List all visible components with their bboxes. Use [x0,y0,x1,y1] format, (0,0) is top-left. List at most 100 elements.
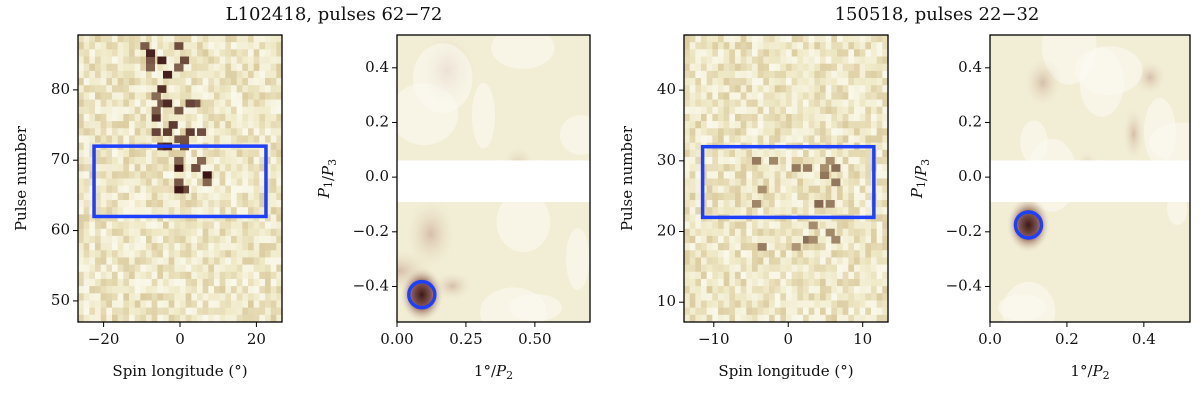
heatmap-cell [741,207,747,215]
heatmap-cell [265,42,271,50]
heatmap-cell [237,85,243,93]
heatmap-cell [724,229,730,237]
heatmap-cell [865,42,871,50]
spectrum-texture [1023,57,1063,109]
heatmap-cell [129,57,135,65]
spectrum-texture [560,115,602,155]
heatmap-cell [254,250,260,258]
heatmap-cell [746,315,752,323]
heatmap-cell [860,300,866,308]
heatmap-cell [780,71,786,79]
heatmap-cell [780,200,786,208]
heatmap-cell [259,308,265,316]
heatmap-cell [106,135,112,143]
heatmap-cell [186,171,192,179]
heatmap-cell [78,171,84,179]
heatmap-cell [690,164,696,172]
heatmap-cell [871,272,877,280]
heatmap-cell [129,49,135,57]
heatmap-cell [735,100,741,108]
heatmap-cell [259,64,265,72]
heatmap-cell [854,135,860,143]
heatmap-cell [169,193,175,201]
heatmap-cell [106,107,112,115]
heatmap-cell [848,121,854,129]
heatmap-cell [718,200,724,208]
heatmap-cell [701,300,707,308]
heatmap-cell [786,265,792,273]
heatmap-cell [169,164,175,172]
heatmap-cell [758,150,764,158]
heatmap-cell [803,92,809,100]
heatmap-cell [95,186,101,194]
heatmap-cell [837,85,843,93]
heatmap-cell [129,229,135,237]
heatmap-cell [237,114,243,122]
heatmap-cell [746,128,752,136]
heatmap-cell [860,157,866,165]
heatmap-cell [820,49,826,57]
heatmap-cell [843,308,849,316]
heatmap-cell [248,257,254,265]
heatmap-cell [197,157,206,165]
heatmap-cell [135,92,141,100]
heatmap-cell [735,236,741,244]
heatmap-cell [106,243,112,251]
heatmap-cell [152,78,158,86]
heatmap-cell [140,286,146,294]
heatmap-cell [140,308,146,316]
heatmap-cell [146,157,152,165]
heatmap-cell [191,229,197,237]
heatmap-cell [763,121,769,129]
heatmap-cell [814,171,820,179]
heatmap-cell [803,286,809,294]
heatmap-cell [157,171,163,179]
heatmap-cell [707,135,713,143]
heatmap-cell [152,100,158,108]
heatmap-cell [118,272,124,280]
heatmap-cell [140,107,146,115]
heatmap-cell [871,279,877,287]
heatmap-cell [775,279,781,287]
heatmap-cell [865,186,871,194]
heatmap-cell [112,300,118,308]
heatmap-cell [78,121,84,129]
heatmap-cell [758,64,764,72]
heatmap-cell [225,308,231,316]
heatmap-cell [237,308,243,316]
heatmap-cell [729,186,735,194]
heatmap-cell [826,71,832,79]
heatmap-cell [152,35,158,43]
heatmap-cell [826,107,832,115]
heatmap-cell [220,229,226,237]
heatmap-cell [854,57,860,65]
heatmap-cell [248,114,254,122]
heatmap-cell [837,200,843,208]
heatmap-cell [684,64,690,72]
heatmap-cell [265,293,271,301]
heatmap-cell [78,293,84,301]
heatmap-cell [775,78,781,86]
heatmap-cell [225,150,231,158]
heatmap-cell [242,179,248,187]
heatmap-cell [203,121,209,129]
heatmap-cell [724,279,730,287]
heatmap-cell [214,121,220,129]
heatmap-cell [814,35,820,43]
heatmap-cell [220,179,226,187]
heatmap-cell [707,114,713,122]
heatmap-cell [690,179,696,187]
heatmap-cell [271,64,277,72]
heatmap-cell [741,300,747,308]
heatmap-cell [707,35,713,43]
heatmap-cell [792,179,798,187]
heatmap-cell [242,135,248,143]
heatmap-cell [758,57,764,65]
heatmap-cell [123,157,129,165]
heatmap-cell [820,265,826,273]
heatmap-cell [84,315,90,323]
heatmap-cell [707,200,713,208]
heatmap-cell [254,71,260,79]
heatmap-cell [254,193,260,201]
heatmap-cell [203,186,209,194]
